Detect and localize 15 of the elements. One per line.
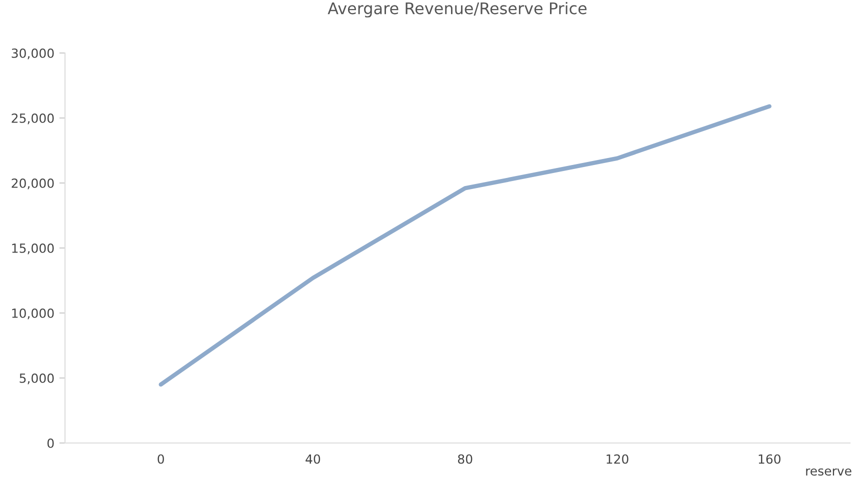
line-series xyxy=(158,104,772,387)
y-tick-label: 0 xyxy=(47,438,54,448)
x-tick-label: 120 xyxy=(606,454,628,464)
y-tick-label: 20,000 xyxy=(12,178,54,190)
y-tick-label: 15,000 xyxy=(12,243,54,254)
y-tick-label: 25,000 xyxy=(12,113,54,124)
x-tick-label: 0 xyxy=(158,454,164,464)
chart-title: Avergare Revenue/Reserve Price xyxy=(328,2,587,18)
x-tick-label: 40 xyxy=(306,454,320,464)
x-tick-label: 160 xyxy=(758,454,780,464)
x-tick-label: 80 xyxy=(458,454,472,464)
y-tick-label: 10,000 xyxy=(12,308,54,320)
y-tick-label: 30,000 xyxy=(12,48,54,60)
x-axis-title: reserve xyxy=(806,468,852,476)
y-tick-label: 5,000 xyxy=(20,373,54,384)
